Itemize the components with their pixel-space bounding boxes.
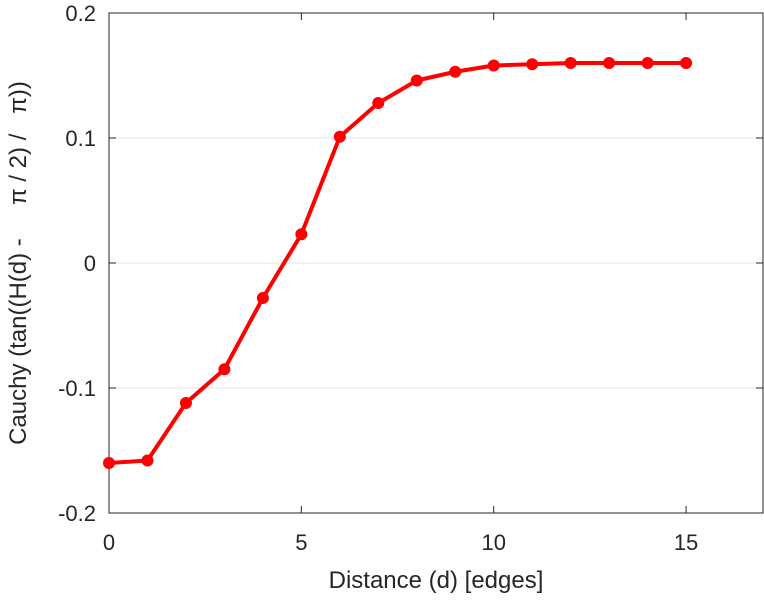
- y-axis-label: Cauchy (tan((H(d) - π / 2) / π)): [5, 81, 32, 445]
- x-axis-label: Distance (d) [edges]: [329, 567, 544, 594]
- data-point: [256, 292, 269, 304]
- axes: -0.2 -0.1 0 0.1 0.2 0 5 10 15: [58, 1, 763, 555]
- data-point: [141, 454, 154, 467]
- x-tick-label: 5: [295, 530, 307, 555]
- data-point: [449, 65, 462, 78]
- grid-lines: [109, 137, 763, 389]
- x-tick-label: 10: [481, 530, 505, 555]
- data-point: [179, 397, 192, 409]
- data-point: [603, 57, 616, 69]
- data-point: [218, 363, 231, 376]
- y-tick-label: 0.2: [65, 1, 96, 26]
- data-point: [641, 57, 654, 69]
- data-point: [333, 130, 346, 143]
- data-point: [526, 58, 539, 71]
- y-tick-label: -0.1: [58, 376, 96, 401]
- data-point: [103, 457, 115, 469]
- data-series: [103, 57, 693, 469]
- data-point: [487, 59, 500, 72]
- data-point: [680, 57, 693, 69]
- series-line: [107, 61, 689, 465]
- data-point: [372, 97, 385, 109]
- x-tick-label: 15: [674, 530, 698, 555]
- x-tick-label: 0: [103, 530, 115, 555]
- y-tick-label: -0.2: [58, 501, 96, 526]
- data-point: [564, 57, 577, 69]
- y-tick-label: 0.1: [65, 126, 96, 151]
- y-tick-label: 0: [84, 251, 96, 276]
- data-point: [295, 228, 308, 241]
- data-point: [410, 74, 423, 87]
